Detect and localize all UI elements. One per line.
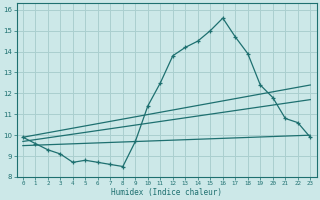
X-axis label: Humidex (Indice chaleur): Humidex (Indice chaleur): [111, 188, 222, 197]
